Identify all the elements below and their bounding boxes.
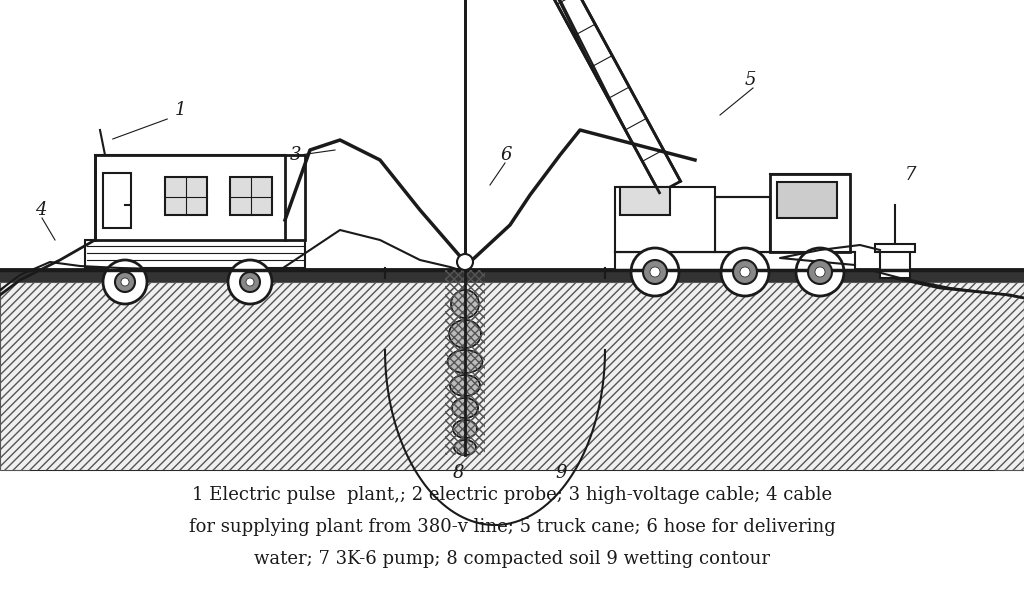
Polygon shape [455,0,681,193]
Ellipse shape [452,398,478,418]
Bar [715,197,770,252]
Bar [615,187,715,252]
Circle shape [733,260,757,284]
Ellipse shape [447,350,482,373]
Ellipse shape [450,375,480,396]
Circle shape [650,267,660,277]
Circle shape [815,267,825,277]
Circle shape [246,278,254,286]
Ellipse shape [451,290,479,318]
Bar [230,177,272,215]
Ellipse shape [453,420,477,438]
Bar [874,244,915,252]
Text: water; 7 3K-6 pump; 8 compacted soil 9 wetting contour: water; 7 3K-6 pump; 8 compacted soil 9 w… [254,550,770,568]
Text: 9: 9 [555,464,566,482]
Ellipse shape [454,440,476,455]
Circle shape [808,260,831,284]
Circle shape [103,260,147,304]
Bar [95,155,305,240]
Text: 5: 5 [745,71,757,89]
Bar [620,187,670,215]
Bar [880,248,910,278]
Bar [165,177,207,215]
Circle shape [115,272,135,292]
Circle shape [457,254,473,270]
Bar [615,252,855,270]
Ellipse shape [449,320,481,348]
Text: 1 Electric pulse  plant,; 2 electric probe; 3 high-voltage cable; 4 cable: 1 Electric pulse plant,; 2 electric prob… [191,486,833,504]
Circle shape [740,267,750,277]
Bar [777,182,837,218]
Text: 7: 7 [905,166,916,184]
Bar [0,268,1024,282]
Circle shape [721,248,769,296]
Circle shape [228,260,272,304]
Text: 6: 6 [500,146,512,164]
Circle shape [631,248,679,296]
Text: 8: 8 [453,464,465,482]
Bar [0,282,1024,470]
Text: for supplying plant from 380-v line; 5 truck cane; 6 hose for delivering: for supplying plant from 380-v line; 5 t… [188,518,836,536]
Circle shape [240,272,260,292]
Bar [770,174,850,252]
Bar [445,270,485,455]
Circle shape [121,278,129,286]
Bar [0,282,1024,470]
Bar [103,173,131,228]
Bar [85,240,305,268]
Text: 3: 3 [290,146,301,164]
Text: 1: 1 [175,101,186,119]
Circle shape [796,248,844,296]
Text: 4: 4 [35,201,46,219]
Circle shape [643,260,667,284]
